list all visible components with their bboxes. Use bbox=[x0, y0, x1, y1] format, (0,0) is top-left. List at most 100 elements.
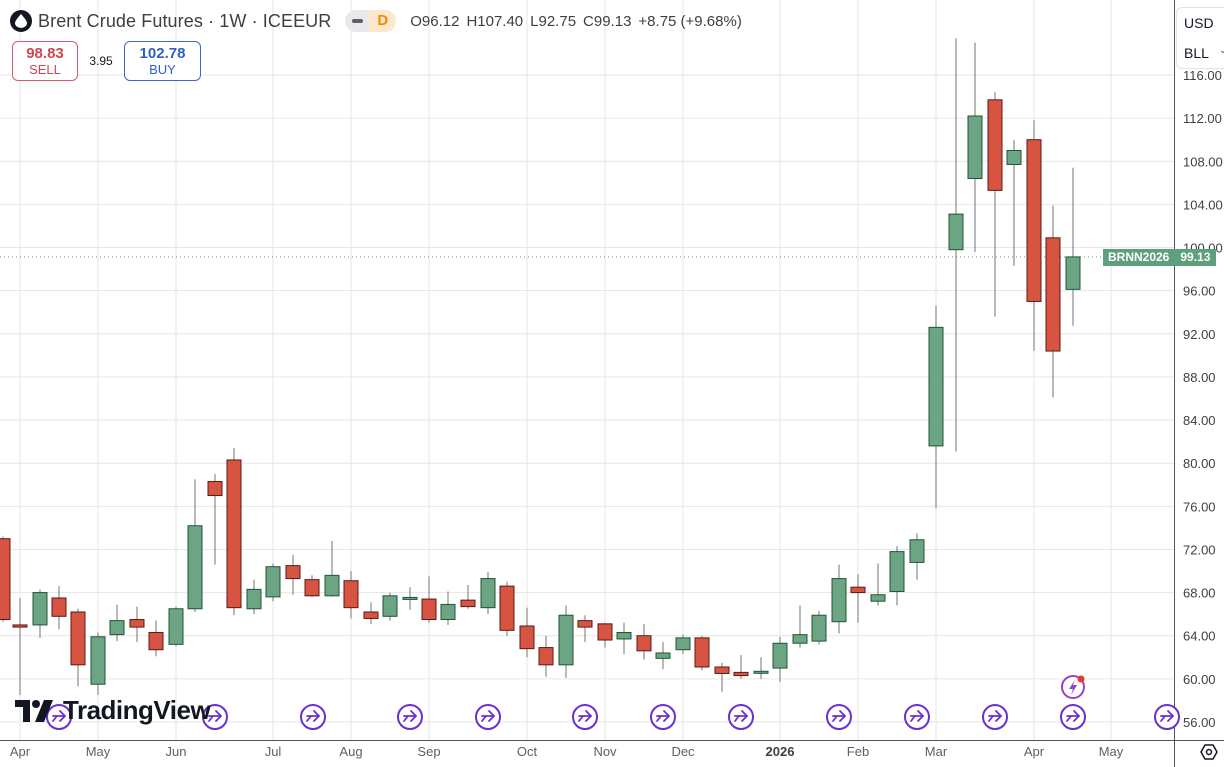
event-markers[interactable] bbox=[46, 675, 1180, 730]
candle-down[interactable] bbox=[850, 574, 866, 623]
candle-body bbox=[32, 592, 48, 626]
dividend-event-icon[interactable] bbox=[982, 704, 1008, 730]
candle-down[interactable] bbox=[714, 662, 730, 692]
candle-down[interactable] bbox=[148, 620, 164, 657]
candle-up[interactable] bbox=[402, 587, 418, 610]
interval-toggle[interactable]: D bbox=[345, 10, 397, 32]
sell-button[interactable]: 98.83 SELL bbox=[12, 41, 78, 81]
candle-down[interactable] bbox=[694, 635, 710, 671]
ohlc-close: C99.13 bbox=[583, 12, 632, 30]
candle-down[interactable] bbox=[343, 571, 359, 619]
candle-up[interactable] bbox=[382, 592, 398, 621]
candle-up[interactable] bbox=[967, 42, 983, 252]
dividend-event-icon[interactable] bbox=[1154, 704, 1180, 730]
candle-up[interactable] bbox=[558, 605, 574, 678]
dividend-event-icon[interactable] bbox=[904, 704, 930, 730]
candle-down[interactable] bbox=[1026, 120, 1042, 352]
candle-down[interactable] bbox=[285, 554, 301, 595]
candle-down[interactable] bbox=[577, 615, 593, 643]
candle-down[interactable] bbox=[733, 655, 749, 679]
candle-body bbox=[70, 611, 86, 666]
price-tick-label: 80.00 bbox=[1183, 456, 1216, 471]
price-tick-label: 60.00 bbox=[1183, 672, 1216, 687]
dividend-event-icon[interactable] bbox=[1060, 704, 1086, 730]
time-tick-label: Apr bbox=[1024, 744, 1045, 759]
candle-up[interactable] bbox=[889, 546, 905, 606]
candle-up[interactable] bbox=[324, 540, 340, 597]
time-tick-label: Jul bbox=[265, 744, 282, 759]
candle-up[interactable] bbox=[109, 604, 125, 642]
dividend-event-icon[interactable] bbox=[475, 704, 501, 730]
candle-body bbox=[343, 580, 359, 609]
price-tick-label: 56.00 bbox=[1183, 715, 1216, 730]
candle-up[interactable] bbox=[909, 533, 925, 580]
time-tick-label: Oct bbox=[517, 744, 538, 759]
time-tick-label: Jun bbox=[166, 744, 187, 759]
unit-dropdown[interactable]: BLL ⌄ bbox=[1184, 45, 1224, 61]
candle-up[interactable] bbox=[948, 38, 964, 452]
candle-down[interactable] bbox=[207, 473, 223, 565]
candle-body bbox=[402, 596, 418, 600]
currency-dropdown[interactable]: USD ⌄ bbox=[1184, 15, 1224, 31]
candle-down[interactable] bbox=[304, 575, 320, 597]
candle-down[interactable] bbox=[538, 635, 554, 677]
time-axis[interactable]: Apr May Jun Jul Aug Sep Oct Nov Dec 2026 Feb Mar Apr… bbox=[10, 744, 1124, 759]
candle-up[interactable] bbox=[616, 622, 632, 655]
dividend-event-icon[interactable] bbox=[826, 704, 852, 730]
candle-up[interactable] bbox=[675, 634, 691, 655]
candle-up[interactable] bbox=[90, 632, 106, 696]
dividend-event-icon[interactable] bbox=[46, 704, 72, 730]
candle-up[interactable] bbox=[831, 564, 847, 634]
candle-up[interactable] bbox=[440, 591, 456, 625]
candle-up[interactable] bbox=[753, 657, 769, 679]
candle-up[interactable] bbox=[1006, 139, 1022, 266]
candle-down[interactable] bbox=[226, 448, 242, 616]
sell-label: SELL bbox=[29, 61, 61, 77]
candle-up[interactable] bbox=[928, 305, 944, 509]
candle-up[interactable] bbox=[187, 479, 203, 612]
collapse-icon[interactable] bbox=[345, 19, 369, 23]
candle-up[interactable] bbox=[772, 636, 788, 683]
candle-up[interactable] bbox=[792, 605, 808, 648]
news-flash-icon[interactable] bbox=[1061, 675, 1085, 699]
candle-up[interactable] bbox=[870, 563, 886, 606]
candle-down[interactable] bbox=[987, 92, 1003, 317]
dividend-event-icon[interactable] bbox=[650, 704, 676, 730]
candle-down[interactable] bbox=[460, 585, 476, 609]
candle-down[interactable] bbox=[51, 586, 67, 630]
candle-down[interactable] bbox=[70, 608, 86, 687]
candle-down[interactable] bbox=[519, 607, 535, 658]
dividend-event-icon[interactable] bbox=[572, 704, 598, 730]
candle-up[interactable] bbox=[246, 579, 262, 615]
candle-body bbox=[109, 620, 125, 636]
candle-up[interactable] bbox=[168, 606, 184, 647]
candle-up[interactable] bbox=[811, 610, 827, 645]
candle-body bbox=[148, 631, 164, 651]
candle-down[interactable] bbox=[0, 536, 11, 622]
candle-down[interactable] bbox=[597, 622, 613, 648]
buy-button[interactable]: 102.78 BUY bbox=[124, 41, 201, 81]
symbol-title[interactable]: Brent Crude Futures · 1W · ICEEUR bbox=[38, 10, 332, 31]
candle-up[interactable] bbox=[480, 572, 496, 615]
candle-down[interactable] bbox=[421, 576, 437, 623]
candle-down[interactable] bbox=[129, 606, 145, 643]
dividend-event-icon[interactable] bbox=[397, 704, 423, 730]
gear-hexagon-icon[interactable] bbox=[1200, 744, 1218, 760]
candle-up[interactable] bbox=[265, 563, 281, 602]
dividend-event-icon[interactable] bbox=[728, 704, 754, 730]
candle-down[interactable] bbox=[12, 597, 28, 696]
dividend-event-icon[interactable] bbox=[300, 704, 326, 730]
candle-down[interactable] bbox=[499, 581, 515, 636]
price-axis[interactable]: 116.00112.00108.00104.00100.0096.0092.00… bbox=[1183, 68, 1223, 730]
candle-down[interactable] bbox=[1045, 205, 1061, 398]
candle-down[interactable] bbox=[363, 602, 379, 624]
tradingview-logo[interactable]: TradingView bbox=[15, 695, 211, 726]
candle-up[interactable] bbox=[1065, 167, 1081, 326]
candle-up[interactable] bbox=[32, 589, 48, 638]
dividend-event-icon[interactable] bbox=[202, 704, 228, 730]
candle-up[interactable] bbox=[655, 642, 671, 670]
candle-body bbox=[811, 614, 827, 642]
candle-down[interactable] bbox=[636, 623, 652, 660]
currency-unit-selector: USD ⌄ BLL ⌄ bbox=[1176, 7, 1224, 69]
